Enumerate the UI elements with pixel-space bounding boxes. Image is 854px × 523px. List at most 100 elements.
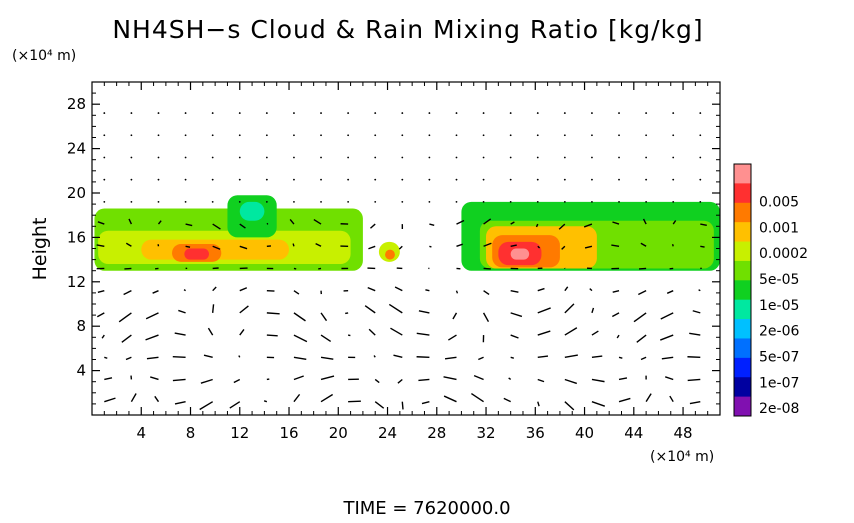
wind-dot xyxy=(131,179,133,181)
wind-dot xyxy=(239,179,241,181)
colorbar-label: 5e-05 xyxy=(759,272,799,288)
x-tick-label: 32 xyxy=(476,424,495,442)
wind-dot xyxy=(537,112,539,114)
colorbar-swatch xyxy=(734,222,751,242)
wind-dot xyxy=(374,157,376,159)
wind-dot xyxy=(266,179,268,181)
wind-dot xyxy=(212,201,214,203)
wind-dot xyxy=(699,179,701,181)
wind-dot xyxy=(428,134,430,136)
wind-dot xyxy=(158,201,160,203)
wind-dot xyxy=(266,201,268,203)
wind-dot xyxy=(428,112,430,114)
wind-dot xyxy=(103,134,105,136)
wind-arrow xyxy=(267,224,268,225)
wind-arrow xyxy=(213,304,214,313)
wind-dot xyxy=(401,179,403,181)
wind-dot xyxy=(510,112,512,114)
colorbar-label: 2e-08 xyxy=(759,401,799,417)
x-tick-label: 48 xyxy=(674,424,693,442)
wind-arrow xyxy=(374,356,375,358)
x-tick-label: 20 xyxy=(329,424,348,442)
wind-dot xyxy=(672,134,674,136)
wind-dot xyxy=(672,157,674,159)
wind-dot xyxy=(347,112,349,114)
wind-arrow xyxy=(402,402,403,410)
y-axis-label: Height xyxy=(29,218,51,281)
wind-dot xyxy=(374,112,376,114)
x-tick-label: 16 xyxy=(279,424,298,442)
wind-dot xyxy=(131,112,133,114)
colorbar-swatch xyxy=(734,319,751,339)
colorbar-swatch xyxy=(734,377,751,397)
wind-dot xyxy=(158,157,160,159)
wind-dot xyxy=(103,179,105,181)
wind-dot xyxy=(510,179,512,181)
wind-dot xyxy=(618,157,620,159)
colorbar-label: 0.0002 xyxy=(759,246,808,262)
wind-arrow xyxy=(173,357,186,358)
wind-dot xyxy=(185,112,187,114)
wind-dot xyxy=(374,179,376,181)
wind-dot xyxy=(158,112,160,114)
wind-arrow xyxy=(293,244,294,247)
colorbar-swatch xyxy=(734,261,751,281)
time-label: TIME = 7620000.0 xyxy=(342,498,510,519)
wind-dot xyxy=(645,157,647,159)
x-tick-label: 24 xyxy=(378,424,397,442)
wind-dot xyxy=(645,201,647,203)
wind-dot xyxy=(564,157,566,159)
wind-dot xyxy=(131,157,133,159)
x-tick-label: 8 xyxy=(186,424,196,442)
wind-arrow xyxy=(104,357,107,358)
wind-dot xyxy=(212,112,214,114)
wind-dot xyxy=(537,134,539,136)
colorbar-label: 2e-06 xyxy=(759,324,799,340)
colorbar-label: 1e-07 xyxy=(759,375,799,391)
y-tick-label: 28 xyxy=(67,95,86,113)
x-tick-label: 4 xyxy=(136,424,146,442)
wind-dot xyxy=(618,134,620,136)
wind-dot xyxy=(347,201,349,203)
wind-dot xyxy=(618,112,620,114)
wind-dot xyxy=(320,179,322,181)
wind-dot xyxy=(591,179,593,181)
wind-dot xyxy=(483,201,485,203)
wind-dot xyxy=(456,134,458,136)
wind-dot xyxy=(510,157,512,159)
wind-dot xyxy=(293,134,295,136)
wind-dot xyxy=(185,179,187,181)
wind-dot xyxy=(158,179,160,181)
wind-arrow xyxy=(425,290,429,291)
wind-dot xyxy=(401,201,403,203)
wind-arrow xyxy=(673,244,674,246)
colorbar-swatch xyxy=(734,358,751,378)
y-tick-label: 12 xyxy=(67,273,86,291)
wind-dot xyxy=(401,157,403,159)
colorbar-swatch xyxy=(734,300,751,320)
wind-arrow xyxy=(239,356,240,358)
wind-arrow xyxy=(348,401,361,402)
wind-dot xyxy=(591,201,593,203)
colorbar-label: 1e-05 xyxy=(759,298,799,314)
wind-arrow xyxy=(184,290,185,291)
wind-dot xyxy=(645,179,647,181)
y-tick-label: 8 xyxy=(76,317,86,335)
colorbar-swatch xyxy=(734,397,751,417)
wind-dot xyxy=(591,112,593,114)
wind-dot xyxy=(564,134,566,136)
wind-dot xyxy=(212,157,214,159)
y-tick-label: 24 xyxy=(67,140,86,158)
wind-dot xyxy=(456,112,458,114)
wind-dot xyxy=(131,134,133,136)
wind-dot xyxy=(483,134,485,136)
cloud-region xyxy=(184,249,209,260)
wind-arrow xyxy=(267,335,278,336)
wind-dot xyxy=(239,201,241,203)
wind-dot xyxy=(564,112,566,114)
wind-dot xyxy=(456,179,458,181)
wind-dot xyxy=(672,112,674,114)
wind-dot xyxy=(456,201,458,203)
